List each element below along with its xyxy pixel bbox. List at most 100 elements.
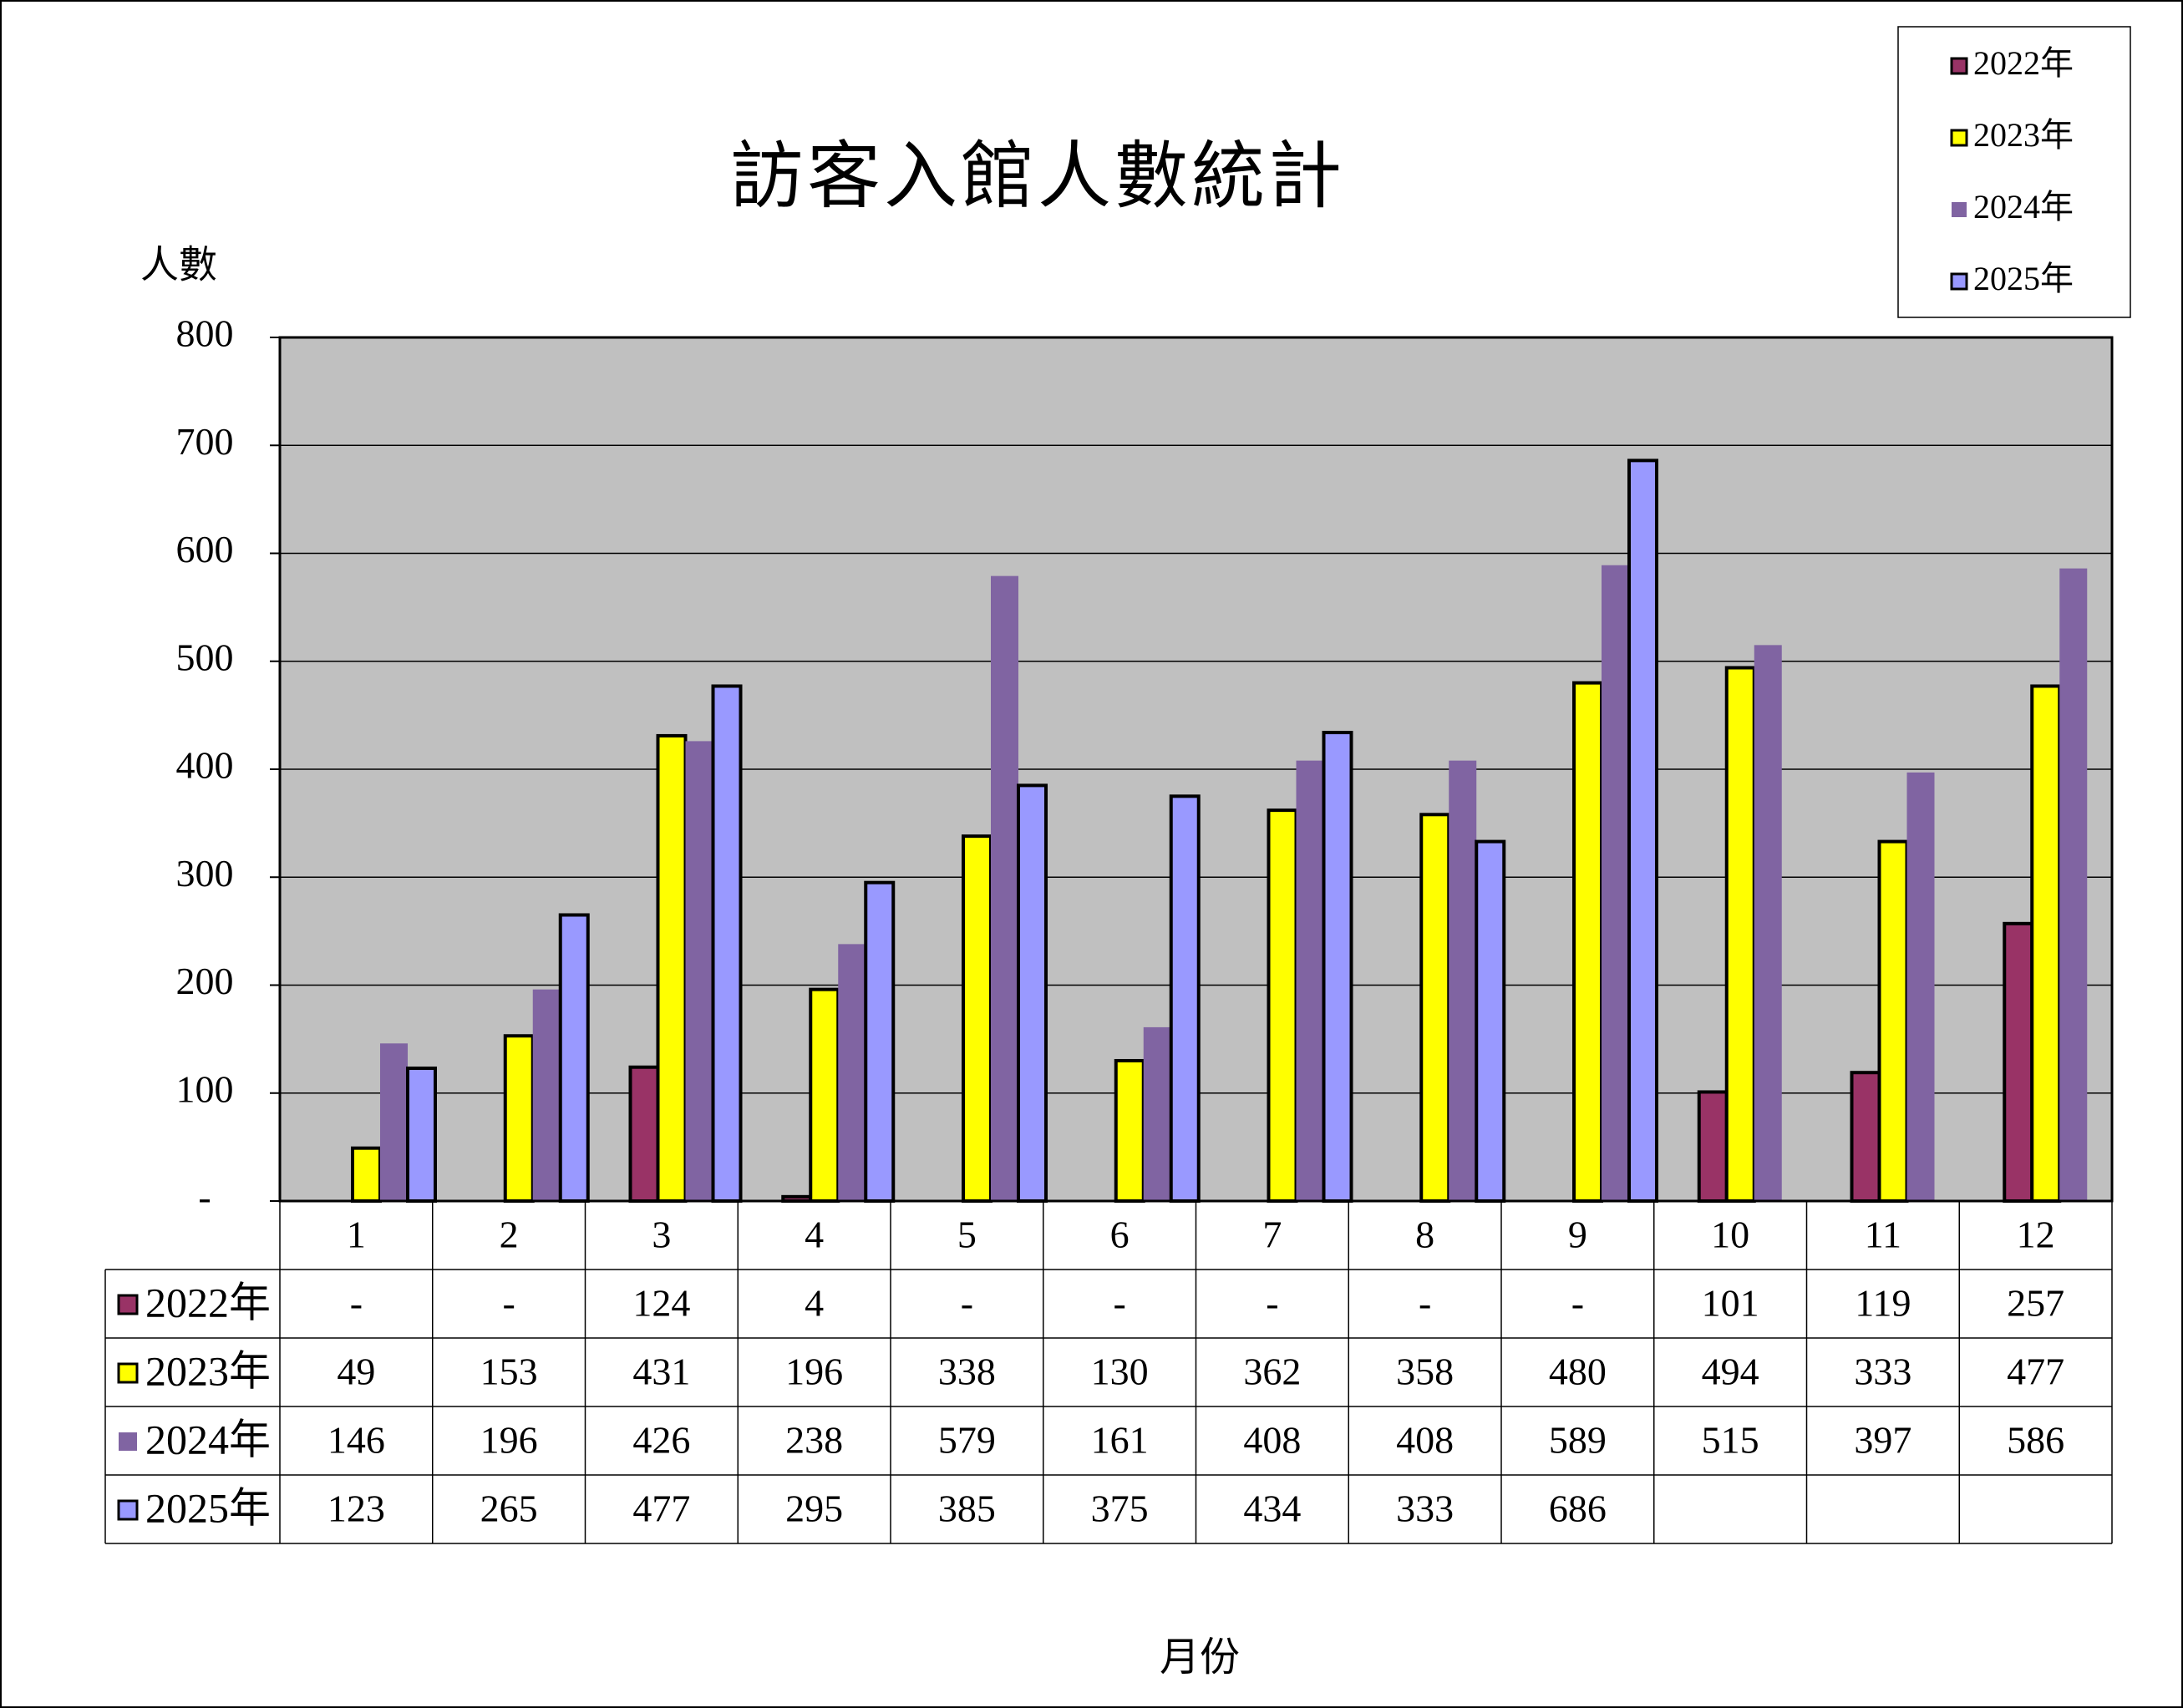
chart-title: 訪客入館人數統計: [730, 133, 1345, 219]
x-tick-label: 12: [2017, 1214, 2055, 1256]
data-label: 586: [2007, 1419, 2064, 1462]
y-tick-label: 800: [176, 312, 234, 355]
data-label: 358: [1396, 1351, 1454, 1393]
data-label: 477: [632, 1488, 690, 1530]
y-tick-label: 600: [176, 528, 234, 570]
y-tick-label: 100: [176, 1067, 234, 1110]
bar-2025年-9: [1627, 459, 1658, 1203]
bar-2023年-3: [656, 733, 688, 1203]
data-label: 153: [480, 1351, 538, 1393]
table-series-label: 2024年: [145, 1416, 271, 1462]
bar-2024年-7: [1296, 760, 1324, 1201]
data-label: 119: [1855, 1282, 1911, 1325]
data-label: 196: [480, 1419, 538, 1462]
bar-2024年-6: [1143, 1026, 1171, 1201]
table-legend-key-2022年: [117, 1294, 139, 1315]
bar-2025年-2: [558, 913, 590, 1204]
x-tick-label: 10: [1711, 1214, 1749, 1256]
x-tick-label: 7: [1262, 1214, 1282, 1256]
data-label: 295: [785, 1488, 843, 1530]
bar-2025年-3: [711, 684, 743, 1203]
x-tick-label: 4: [805, 1214, 824, 1256]
table-legend-key-2024年: [119, 1432, 137, 1451]
data-label: 196: [785, 1351, 843, 1393]
x-tick-label: 11: [1865, 1214, 1901, 1256]
x-tick-label: 5: [957, 1214, 977, 1256]
data-label: 686: [1549, 1488, 1607, 1530]
bar-2025年-5: [1017, 783, 1048, 1203]
data-label: 408: [1243, 1419, 1301, 1462]
data-label: 431: [632, 1351, 690, 1393]
bar-2025年-6: [1169, 794, 1201, 1203]
y-tick-label: 200: [176, 960, 234, 1002]
bar-2024年-8: [1449, 760, 1477, 1201]
table-series-label: 2022年: [145, 1279, 271, 1325]
y-tick-label: 700: [176, 420, 234, 463]
data-label: -: [961, 1282, 973, 1325]
bar-2023年-12: [2030, 684, 2062, 1203]
legend-label: 2023年: [1973, 116, 2074, 154]
bar-2023年-5: [962, 834, 993, 1203]
bar-2023年-4: [809, 987, 840, 1204]
data-label: 579: [938, 1419, 996, 1462]
data-label: 333: [1396, 1488, 1454, 1530]
data-label: 333: [1854, 1351, 1911, 1393]
x-tick-label: 2: [500, 1214, 519, 1256]
data-label: -: [502, 1282, 515, 1325]
bar-2023年-8: [1419, 813, 1451, 1203]
legend-label: 2025年: [1973, 260, 2074, 297]
x-tick-label: 9: [1568, 1214, 1587, 1256]
x-tick-label: 6: [1110, 1214, 1130, 1256]
bar-2022年-10: [1697, 1090, 1729, 1204]
bar-2022年-11: [1850, 1071, 1881, 1203]
data-label: 515: [1702, 1419, 1759, 1462]
data-label: -: [1113, 1282, 1125, 1325]
legend-key-2022年: [1950, 57, 1968, 75]
data-label: 426: [632, 1419, 690, 1462]
data-label: -: [1571, 1282, 1584, 1325]
data-label: 480: [1549, 1351, 1607, 1393]
bar-2025年-4: [864, 880, 896, 1204]
data-label: 385: [938, 1488, 996, 1530]
legend-label: 2022年: [1973, 44, 2074, 82]
x-tick-label: 1: [347, 1214, 366, 1256]
data-label: 257: [2007, 1282, 2064, 1325]
data-label: 434: [1243, 1488, 1301, 1530]
legend-key-2023年: [1950, 129, 1968, 147]
data-label: 477: [2007, 1351, 2064, 1393]
bar-2023年-6: [1114, 1058, 1145, 1203]
data-label: 338: [938, 1351, 996, 1393]
table-legend-key-2023年: [117, 1362, 139, 1384]
y-tick-label: 500: [176, 636, 234, 678]
data-label: 589: [1549, 1419, 1607, 1462]
legend-box: [1897, 26, 2131, 318]
x-tick-label: 8: [1415, 1214, 1434, 1256]
data-label: 265: [480, 1488, 538, 1530]
bar-2024年-11: [1906, 772, 1935, 1201]
data-label: -: [1266, 1282, 1278, 1325]
data-label: 124: [632, 1282, 690, 1325]
bar-2023年-10: [1724, 666, 1756, 1203]
data-label: 101: [1702, 1282, 1759, 1325]
bar-2025年-1: [406, 1067, 437, 1203]
table-series-label: 2025年: [145, 1484, 271, 1531]
legend-key-2024年: [1952, 202, 1967, 217]
bar-2023年-1: [351, 1146, 382, 1203]
bar-2025年-8: [1475, 839, 1506, 1203]
bar-2024年-12: [2059, 568, 2088, 1201]
data-label: 161: [1091, 1419, 1149, 1462]
data-label: -: [1419, 1282, 1431, 1325]
bar-2024年-2: [532, 989, 561, 1201]
data-label: 123: [327, 1488, 385, 1530]
bar-2022年-12: [2003, 921, 2034, 1203]
bar-2023年-11: [1877, 839, 1909, 1203]
legend-key-2025年: [1950, 272, 1968, 291]
y-tick-label: -: [198, 1176, 211, 1219]
bar-2024年-3: [685, 741, 713, 1201]
data-label: 494: [1702, 1351, 1759, 1393]
bar-2024年-1: [380, 1043, 408, 1201]
data-label: 49: [337, 1351, 375, 1393]
x-tick-label: 3: [652, 1214, 671, 1256]
